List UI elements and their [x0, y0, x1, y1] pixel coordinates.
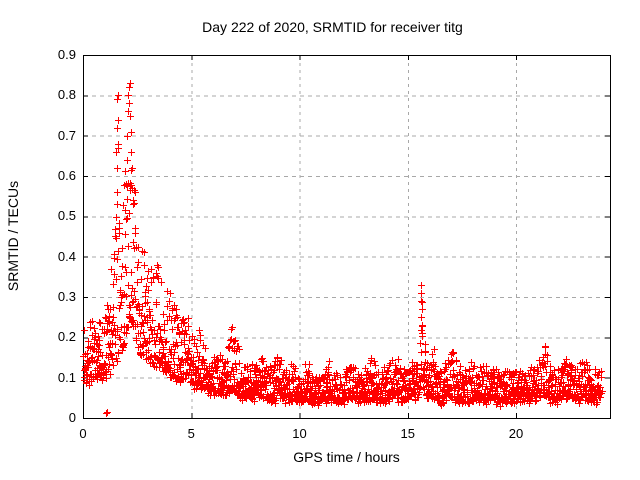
y-tick-label: 0.9: [57, 47, 76, 62]
x-tick-label: 0: [79, 426, 87, 441]
scatter-points: [80, 80, 606, 417]
y-tick-label: 0.2: [57, 329, 76, 345]
y-tick-label: 0: [68, 410, 76, 425]
y-tick-label: 0.4: [57, 248, 76, 264]
x-tick-label: 15: [400, 426, 415, 441]
y-axis-label: SRMTID / TECUs: [5, 180, 21, 292]
y-tick-label: 0.6: [57, 168, 76, 183]
y-tick-label: 0.1: [57, 369, 76, 385]
chart-title: Day 222 of 2020, SRMTID for receiver tit…: [202, 19, 463, 35]
y-tick-label: 0.8: [57, 87, 76, 103]
x-tick-label: 10: [292, 426, 307, 441]
plot-border: [83, 55, 611, 419]
y-tick-label: 0.7: [57, 127, 76, 143]
x-tick-label: 5: [187, 426, 195, 441]
y-tick-label: 0.5: [57, 208, 76, 224]
x-axis-label: GPS time / hours: [293, 449, 400, 465]
y-tick-label: 0.3: [57, 289, 76, 304]
x-tick-label: 20: [508, 426, 524, 441]
